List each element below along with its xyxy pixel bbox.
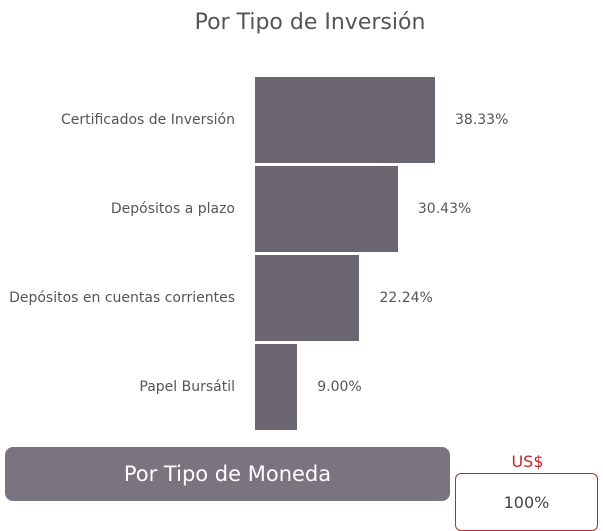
value-label: 9.00% [317,379,362,395]
category-label: Depósitos a plazo [110,201,235,217]
value-label: 30.43% [417,201,472,217]
currency-value: 100% [503,492,550,512]
category-label: Certificados de Inversión [60,112,235,128]
bar [255,344,298,430]
value-label: 22.24% [379,290,433,306]
currency-label: US$ [511,452,544,471]
category-label: Papel Bursátil [139,379,235,395]
chart-title: Por Tipo de Inversión [194,10,426,35]
currency-box[interactable]: 100% [455,473,598,531]
bar [255,77,435,163]
value-label: 38.33% [455,112,509,128]
bar [255,255,360,341]
tab-button[interactable]: Por Tipo de Moneda [5,447,450,501]
category-label: Depósitos en cuentas corrientes [9,290,235,306]
bar [255,166,398,252]
